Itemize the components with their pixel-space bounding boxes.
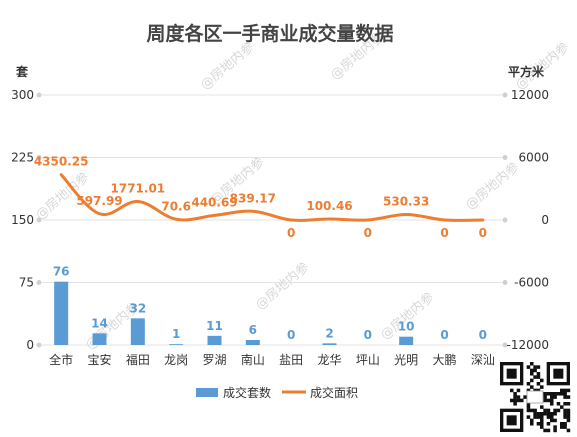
bar-南山: [245, 340, 260, 345]
category-label: 罗湖: [202, 352, 226, 367]
bar-label: 0: [364, 328, 372, 342]
chart-title: 周度各区一手商业成交量数据: [146, 22, 393, 45]
bar-label: 2: [325, 326, 333, 340]
right-tick-label: 12000: [511, 88, 549, 102]
bar-宝安: [92, 333, 107, 345]
bar-label: 76: [53, 265, 70, 279]
bar-label: 1: [172, 327, 180, 341]
line-label: 0: [479, 226, 487, 240]
right-axis-unit: 平方米: [508, 64, 545, 79]
line-label: 70.6: [161, 199, 191, 213]
bar-label: 11: [206, 319, 223, 333]
left-tick-label: 75: [19, 276, 34, 290]
line-label: 839.17: [230, 191, 276, 205]
watermark-text: @房地内参: [252, 259, 312, 313]
category-labels: 全市 宝安 福田 龙岗 罗湖 南山 盐田 龙华 坪山 光明 大鹏 深汕: [49, 352, 495, 367]
legend-line-label: 成交面积: [310, 385, 358, 400]
legend-bar-label: 成交套数: [223, 385, 271, 400]
line-label: 440.69: [191, 195, 237, 209]
category-label: 大鹏: [432, 353, 456, 367]
right-tick-label: -6000: [514, 276, 549, 290]
watermark-text: @房地内参: [197, 39, 257, 93]
qr-code-icon: [500, 362, 571, 433]
line-label: 100.46: [306, 199, 352, 213]
left-tick-label: 150: [11, 213, 34, 227]
right-tick-marker: [502, 280, 508, 285]
category-label: 深汕: [471, 353, 495, 367]
watermark-text: @房地内参: [462, 159, 522, 213]
right-tick-marker: [502, 155, 508, 160]
left-tick-label: 225: [11, 151, 34, 165]
category-label: 龙岗: [164, 353, 188, 367]
bar-全市: [54, 281, 69, 345]
bar-罗湖: [207, 335, 222, 345]
left-tick-label: 0: [26, 338, 34, 352]
left-axis-ticks: 0 75 150 225 300: [11, 88, 34, 352]
line-label: 0: [287, 226, 295, 240]
left-tick-label: 300: [11, 88, 34, 102]
watermark-text: @房地内参: [377, 289, 437, 343]
right-axis-ticks: -12000 -6000 0 6000 12000: [506, 88, 549, 352]
legend-bar-swatch: [196, 388, 218, 397]
line-label: 4350.25: [34, 155, 89, 169]
category-label: 龙华: [317, 353, 341, 367]
right-tick-label: 0: [541, 213, 549, 227]
left-tick-marker: [36, 280, 42, 285]
legend: 成交套数 成交面积: [196, 385, 358, 400]
right-tick-marker: [502, 92, 508, 98]
line-label: 0: [440, 226, 448, 240]
left-axis-unit: 套: [15, 64, 29, 79]
bar-福田: [130, 318, 145, 345]
category-label: 坪山: [356, 353, 380, 367]
bar-label: 0: [479, 328, 487, 342]
category-label: 光明: [394, 353, 418, 367]
category-label: 全市: [49, 352, 73, 367]
line-label: 530.33: [383, 194, 429, 208]
category-label: 盐田: [279, 353, 303, 367]
bar-label: 14: [91, 316, 108, 330]
gridlines: [36, 92, 508, 348]
bar-label: 6: [249, 323, 257, 337]
bar-label: 10: [398, 320, 415, 334]
line-label: 1771.01: [111, 182, 166, 196]
left-tick-marker: [36, 342, 42, 348]
bar-龙岗: [169, 344, 184, 345]
right-tick-marker: [502, 342, 508, 348]
line-label: 597.99: [76, 194, 122, 208]
bar-label: 0: [287, 328, 295, 342]
bar-label: 32: [129, 301, 146, 315]
category-label: 福田: [126, 352, 150, 367]
category-label: 宝安: [87, 352, 111, 367]
left-tick-marker: [36, 217, 42, 223]
line-label: 0: [364, 226, 372, 240]
bar-label: 0: [440, 328, 448, 342]
line-path-成交面积: [59, 173, 485, 222]
bar-龙华: [322, 343, 337, 345]
right-tick-marker: [502, 217, 508, 223]
right-tick-label: 6000: [518, 151, 549, 165]
right-tick-label: -12000: [506, 338, 549, 352]
category-label: 南山: [241, 352, 265, 367]
bar-光明: [399, 336, 414, 345]
left-tick-marker: [36, 92, 42, 98]
left-tick-marker: [36, 155, 42, 160]
